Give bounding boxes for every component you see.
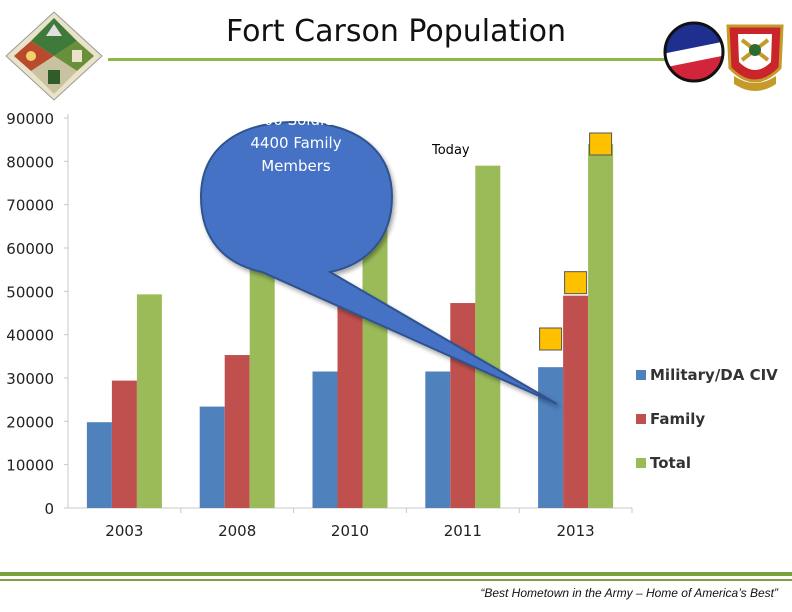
bar-family-2013 — [563, 295, 589, 508]
legend-swatch — [636, 458, 646, 468]
bar-family-2008 — [224, 355, 250, 508]
highlight-markers — [539, 132, 613, 351]
y-tick-label: 50000 — [6, 283, 54, 301]
y-tick-label: 90000 — [6, 110, 54, 128]
callout-line-2: 2700 Soldiers — [244, 111, 348, 129]
y-tick-label: 70000 — [6, 197, 54, 215]
footer-tagline: “Best Hometown in the Army – Home of Ame… — [480, 586, 778, 600]
bar-family-2003 — [111, 380, 137, 508]
bar-family-2010 — [337, 303, 363, 508]
y-tick-label: 80000 — [6, 153, 54, 171]
x-tick-label: 2003 — [105, 522, 143, 540]
population-chart: 0 10000 20000 30000 40000 50000 60000 70000 8000… — [6, 110, 778, 540]
bar-military-da-civ-2010 — [312, 371, 338, 508]
x-tick-label: 2010 — [331, 522, 369, 540]
y-tick-label: 20000 — [6, 413, 54, 431]
bar-total-2013 — [588, 144, 614, 508]
callout-shape — [199, 120, 558, 405]
y-tick-label: 10000 — [6, 457, 54, 475]
page-title: Fort Carson Population — [226, 14, 566, 49]
callout-line-1: CAB Additions: — [240, 88, 352, 106]
axes: 0 10000 20000 30000 40000 50000 60000 70000 8000… — [6, 110, 633, 540]
legend: Military/DA CIV Family Total — [636, 366, 778, 472]
footer-rule — [0, 572, 792, 576]
legend-label: Family — [650, 410, 705, 428]
y-tick-label: 0 — [44, 500, 54, 518]
installation-command-crest — [726, 24, 784, 91]
y-tick-label: 60000 — [6, 240, 54, 258]
title-underline — [108, 58, 668, 61]
today-label: Today — [432, 143, 470, 158]
bar-total-2011 — [475, 165, 501, 508]
x-tick-label: 2008 — [218, 522, 256, 540]
bar-military-da-civ-2013 — [538, 367, 564, 508]
bar-military-da-civ-2008 — [199, 406, 225, 508]
bar-military-da-civ-2011 — [425, 371, 451, 508]
bar-military-da-civ-2003 — [86, 422, 112, 508]
callout-line-4: Members — [261, 157, 331, 175]
legend-swatch — [636, 370, 646, 380]
bar-family-2011 — [450, 303, 476, 508]
y-tick-label: 40000 — [6, 327, 54, 345]
callout-text: CAB Additions: 2700 Soldiers 4400 Family… — [206, 86, 386, 178]
bar-total-2003 — [136, 294, 162, 508]
highlight-marker — [564, 271, 588, 295]
legend-label: Military/DA CIV — [650, 366, 778, 384]
x-tick-label: 2011 — [444, 522, 482, 540]
callout-line-3: 4400 Family — [250, 134, 342, 152]
bars — [86, 144, 614, 508]
army-flag-logo — [663, 21, 784, 91]
legend-swatch — [636, 414, 646, 424]
post-crest-logo — [5, 11, 103, 101]
highlight-marker — [539, 327, 563, 351]
callout-bubble — [199, 120, 558, 405]
footer-rule-thin — [0, 579, 792, 581]
highlight-marker — [589, 132, 613, 156]
bar-total-2008 — [249, 253, 275, 508]
legend-label: Total — [650, 454, 691, 472]
y-tick-label: 30000 — [6, 370, 54, 388]
x-tick-label: 2013 — [557, 522, 595, 540]
